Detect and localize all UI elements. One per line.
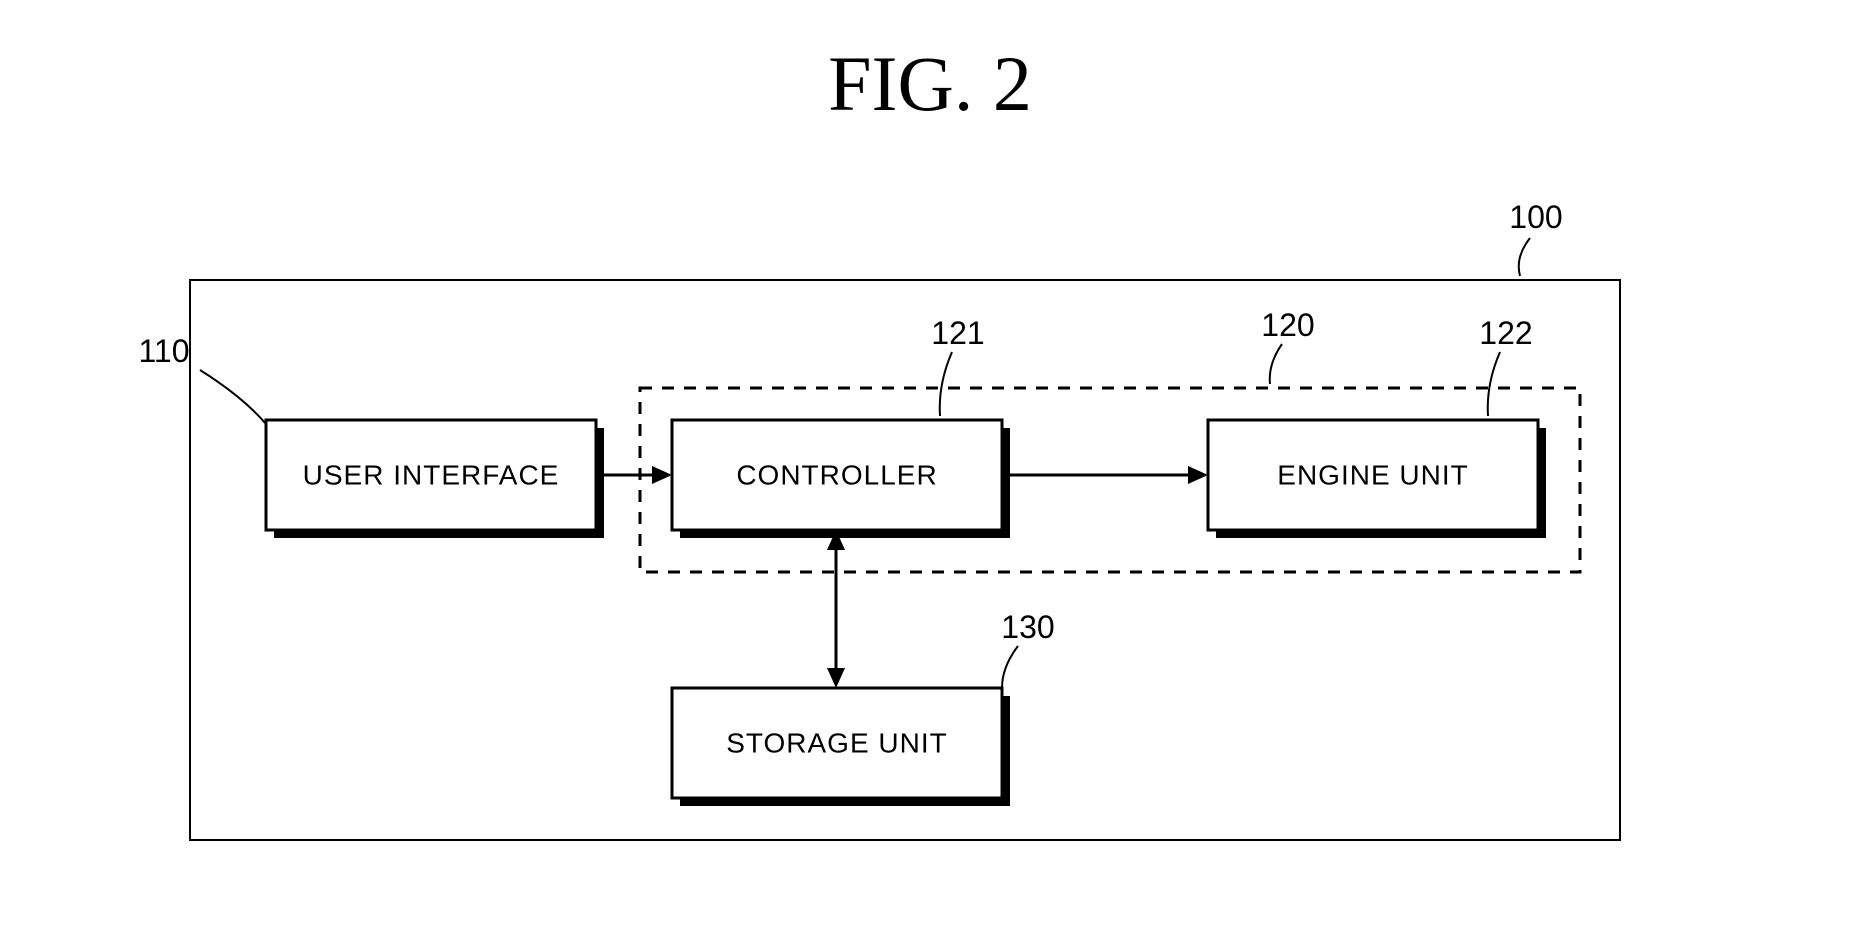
block-eng-label: ENGINE UNIT: [1277, 459, 1468, 490]
ref-label-100: 100: [1509, 199, 1562, 235]
block-ctrl-label: CONTROLLER: [736, 459, 937, 490]
diagram-svg: FIG. 2 100 120 USER INTERFACE 110 CONTROLLER 1…: [0, 0, 1853, 940]
ref-label-130: 130: [1001, 609, 1054, 645]
block-ui-label: USER INTERFACE: [303, 459, 560, 490]
ref-label-110: 110: [138, 333, 189, 369]
block-stor-label: STORAGE UNIT: [726, 727, 948, 758]
ref-label-122: 122: [1479, 315, 1532, 351]
ref-label-121: 121: [931, 315, 984, 351]
figure-title: FIG. 2: [828, 40, 1032, 127]
ref-label-120: 120: [1261, 307, 1314, 343]
